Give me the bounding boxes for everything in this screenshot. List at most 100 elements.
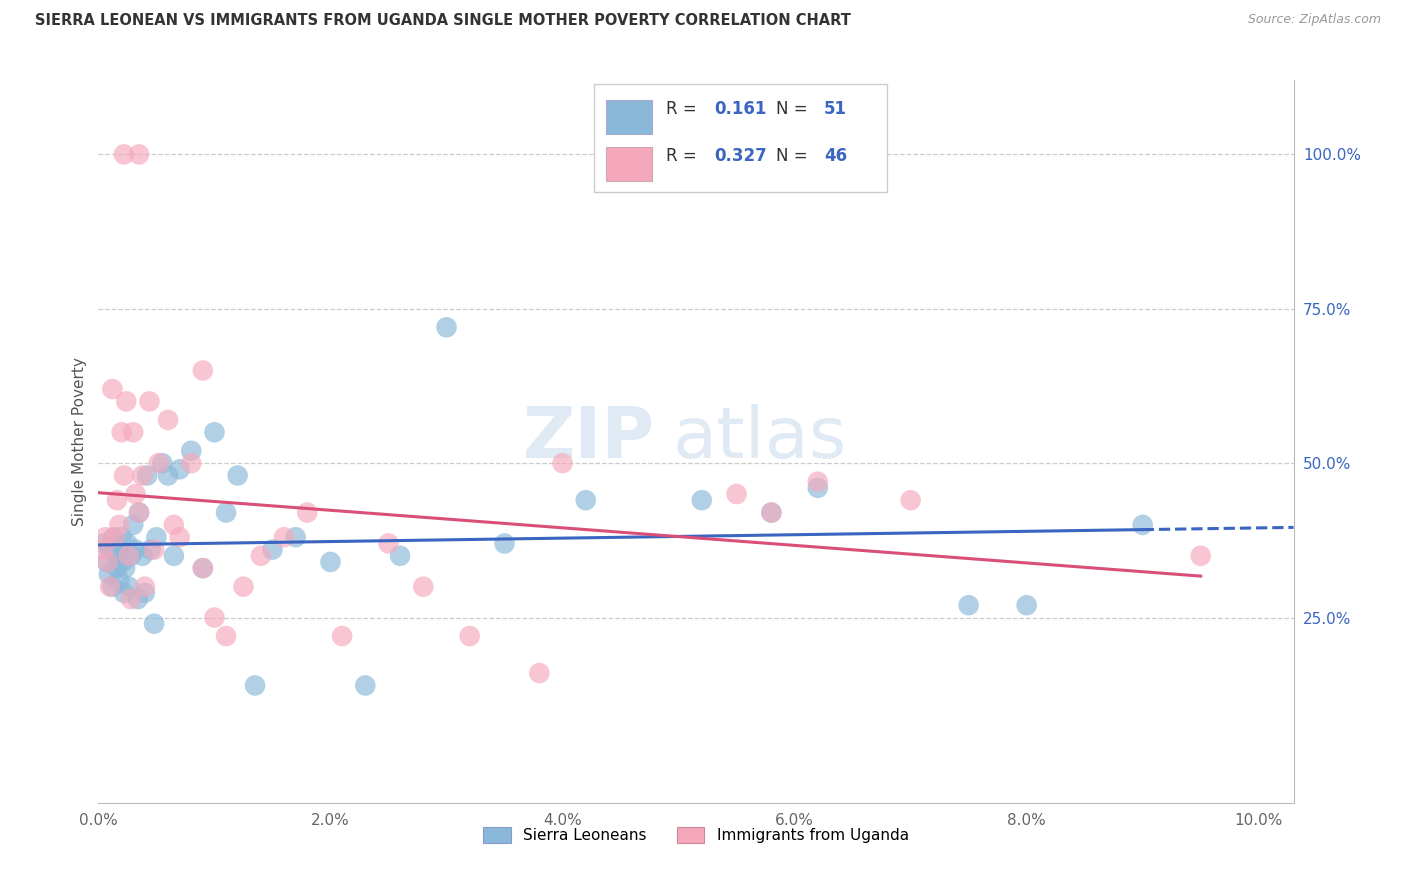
Text: 0.161: 0.161 bbox=[714, 100, 766, 118]
Point bbox=[204, 425, 226, 440]
Point bbox=[112, 586, 135, 600]
Point bbox=[148, 456, 170, 470]
Point bbox=[112, 147, 135, 161]
Point bbox=[169, 462, 191, 476]
Point bbox=[389, 549, 412, 563]
Point bbox=[111, 530, 134, 544]
Point bbox=[127, 592, 149, 607]
Point bbox=[180, 456, 202, 470]
Point bbox=[128, 506, 150, 520]
Point bbox=[101, 382, 124, 396]
Text: R =: R = bbox=[666, 100, 702, 118]
Point bbox=[122, 517, 145, 532]
Point bbox=[104, 549, 127, 563]
Point bbox=[807, 475, 830, 489]
Point bbox=[120, 549, 142, 563]
Point bbox=[112, 468, 135, 483]
Point bbox=[163, 517, 186, 532]
Point bbox=[105, 493, 128, 508]
Point bbox=[128, 147, 150, 161]
Point bbox=[163, 549, 186, 563]
Point bbox=[494, 536, 516, 550]
Text: 51: 51 bbox=[824, 100, 846, 118]
FancyBboxPatch shape bbox=[595, 84, 887, 193]
Point bbox=[191, 363, 214, 377]
Point bbox=[232, 580, 254, 594]
Point bbox=[114, 561, 136, 575]
Text: N =: N = bbox=[776, 147, 813, 166]
Point bbox=[157, 413, 180, 427]
Text: Source: ZipAtlas.com: Source: ZipAtlas.com bbox=[1247, 13, 1381, 27]
Point bbox=[134, 580, 156, 594]
Point bbox=[761, 506, 783, 520]
Point bbox=[761, 506, 783, 520]
Point bbox=[111, 425, 134, 440]
Point bbox=[117, 536, 139, 550]
Point bbox=[284, 530, 307, 544]
Point bbox=[143, 616, 166, 631]
Text: 46: 46 bbox=[824, 147, 846, 166]
Point bbox=[191, 561, 214, 575]
Point bbox=[262, 542, 284, 557]
Point bbox=[725, 487, 748, 501]
Point bbox=[204, 610, 226, 624]
Point bbox=[134, 586, 156, 600]
Point bbox=[377, 536, 399, 550]
Point bbox=[243, 678, 266, 692]
Point bbox=[93, 536, 115, 550]
Point bbox=[110, 542, 132, 557]
Point bbox=[117, 549, 139, 563]
Point bbox=[120, 592, 142, 607]
Point bbox=[101, 580, 124, 594]
Point bbox=[412, 580, 434, 594]
Y-axis label: Single Mother Poverty: Single Mother Poverty bbox=[72, 357, 87, 526]
Point bbox=[131, 468, 153, 483]
Point bbox=[98, 580, 121, 594]
Point bbox=[128, 506, 150, 520]
Point bbox=[94, 530, 117, 544]
Point bbox=[169, 530, 191, 544]
Point bbox=[191, 561, 214, 575]
Point bbox=[104, 530, 127, 544]
Point bbox=[136, 468, 159, 483]
Point bbox=[458, 629, 481, 643]
Point bbox=[900, 493, 922, 508]
Point bbox=[215, 506, 238, 520]
Point bbox=[131, 549, 153, 563]
Text: atlas: atlas bbox=[672, 404, 848, 473]
Point bbox=[436, 320, 458, 334]
Point bbox=[1015, 598, 1038, 612]
Point bbox=[91, 542, 114, 557]
Point bbox=[124, 487, 146, 501]
Point bbox=[1189, 549, 1212, 563]
Point bbox=[215, 629, 238, 643]
Bar bbox=[606, 100, 652, 135]
Text: R =: R = bbox=[666, 147, 702, 166]
Point bbox=[145, 530, 167, 544]
Point bbox=[319, 555, 342, 569]
Point bbox=[108, 517, 131, 532]
Point bbox=[98, 542, 121, 557]
Point bbox=[957, 598, 980, 612]
Bar bbox=[606, 147, 652, 181]
Point bbox=[97, 555, 120, 569]
Point bbox=[180, 443, 202, 458]
Point bbox=[111, 555, 134, 569]
Point bbox=[115, 394, 138, 409]
Point bbox=[1132, 517, 1154, 532]
Point bbox=[105, 561, 128, 575]
Point bbox=[122, 425, 145, 440]
Point bbox=[139, 542, 162, 557]
Point bbox=[575, 493, 598, 508]
Point bbox=[690, 493, 713, 508]
Point bbox=[97, 567, 120, 582]
Point bbox=[297, 506, 319, 520]
Point bbox=[150, 456, 173, 470]
Point bbox=[96, 555, 118, 569]
Point bbox=[138, 394, 160, 409]
Text: N =: N = bbox=[776, 100, 813, 118]
Point bbox=[108, 574, 131, 588]
Legend: Sierra Leoneans, Immigrants from Uganda: Sierra Leoneans, Immigrants from Uganda bbox=[477, 822, 915, 849]
Point bbox=[226, 468, 249, 483]
Point bbox=[124, 542, 146, 557]
